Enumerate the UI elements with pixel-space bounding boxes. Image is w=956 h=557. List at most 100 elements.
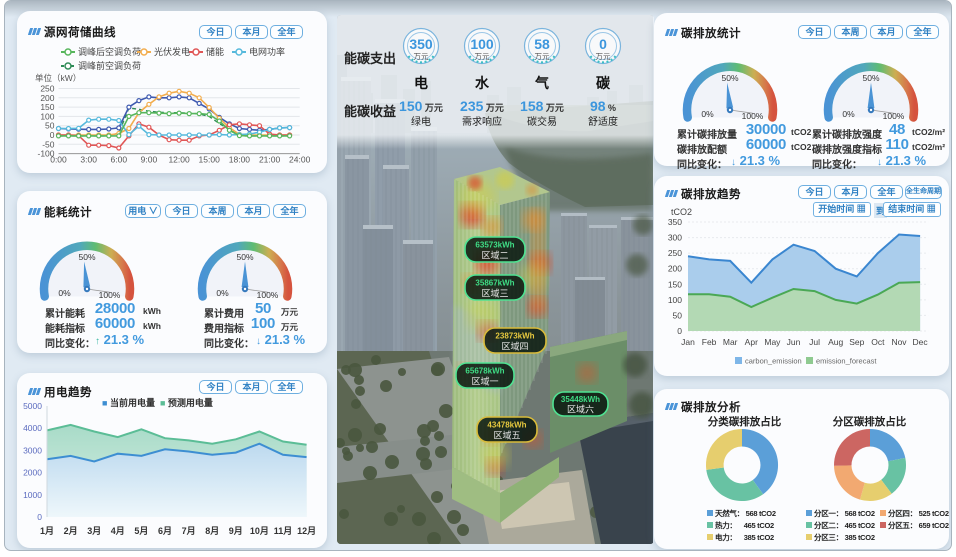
svg-text:100: 100	[470, 36, 494, 52]
svg-text:100%: 100%	[742, 111, 764, 121]
svg-text:43478kWh: 43478kWh	[487, 421, 526, 430]
svg-text:50%: 50%	[236, 252, 253, 262]
svg-text:100: 100	[40, 111, 54, 121]
svg-text:Mar: Mar	[723, 337, 738, 347]
svg-text:光伏发电: 光伏发电	[154, 47, 190, 57]
svg-text:350: 350	[409, 36, 433, 52]
svg-text:调峰后空调负荷: 调峰后空调负荷	[78, 47, 141, 57]
svg-text:100: 100	[668, 295, 682, 305]
svg-text:63573kWh: 63573kWh	[475, 241, 514, 250]
svg-text:区域六: 区域六	[567, 403, 594, 414]
svg-text:5000: 5000	[23, 401, 42, 411]
svg-text:电: 电	[414, 75, 428, 91]
svg-text:Feb: Feb	[702, 337, 717, 347]
svg-text:200: 200	[40, 93, 54, 103]
svg-text:调峰前空调负荷: 调峰前空调负荷	[78, 60, 141, 71]
svg-text:区域四: 区域四	[501, 340, 528, 351]
svg-text:May: May	[764, 337, 781, 347]
svg-text:3:00: 3:00	[80, 155, 97, 165]
svg-text:Oct: Oct	[871, 337, 885, 347]
svg-text:carbon_emission: carbon_emission	[745, 357, 802, 366]
svg-text:Jun: Jun	[787, 337, 801, 347]
svg-text:单位（kW）: 单位（kW）	[35, 73, 81, 83]
svg-text:水: 水	[475, 75, 490, 91]
svg-text:0%: 0%	[701, 109, 714, 119]
svg-text:0: 0	[37, 512, 42, 522]
svg-text:4月: 4月	[111, 526, 125, 536]
svg-text:4000: 4000	[23, 423, 42, 433]
svg-text:250: 250	[40, 84, 54, 94]
svg-text:50%: 50%	[862, 73, 879, 83]
svg-text:万元: 万元	[475, 52, 490, 61]
svg-text:0: 0	[50, 130, 55, 140]
svg-text:2月: 2月	[64, 526, 78, 536]
svg-text:万元: 万元	[414, 52, 429, 61]
svg-text:区域五: 区域五	[493, 429, 520, 440]
svg-text:11月: 11月	[274, 526, 293, 536]
svg-text:12月: 12月	[297, 526, 316, 536]
svg-text:100%: 100%	[99, 290, 121, 300]
svg-text:3月: 3月	[87, 526, 101, 536]
svg-text:35448kWh: 35448kWh	[561, 395, 600, 404]
svg-text:tCO2: tCO2	[671, 207, 692, 217]
svg-text:50%: 50%	[721, 73, 738, 83]
svg-text:3000: 3000	[23, 445, 42, 455]
svg-text:6月: 6月	[158, 526, 172, 536]
svg-text:50%: 50%	[78, 252, 95, 262]
svg-text:区域一: 区域一	[471, 375, 498, 386]
svg-text:0%: 0%	[216, 288, 229, 298]
svg-text:8月: 8月	[205, 526, 219, 536]
svg-text:15:00: 15:00	[199, 155, 221, 165]
svg-text:150: 150	[40, 102, 54, 112]
svg-text:Apr: Apr	[745, 337, 758, 347]
svg-text:250: 250	[668, 248, 682, 258]
svg-text:万元: 万元	[596, 52, 611, 61]
svg-text:50: 50	[673, 310, 683, 320]
svg-text:气: 气	[534, 75, 549, 91]
svg-text:100%: 100%	[883, 111, 905, 121]
svg-text:emission_forecast: emission_forecast	[816, 357, 877, 366]
svg-text:储能: 储能	[206, 47, 224, 57]
svg-text:6:00: 6:00	[111, 155, 128, 165]
svg-text:Aug: Aug	[828, 337, 843, 347]
svg-text:35867kWh: 35867kWh	[475, 279, 514, 288]
svg-text:Jul: Jul	[809, 337, 820, 347]
svg-text:58: 58	[534, 36, 550, 52]
svg-text:23873kWh: 23873kWh	[495, 332, 534, 341]
svg-text:9月: 9月	[229, 526, 243, 536]
svg-text:0:00: 0:00	[50, 155, 67, 165]
svg-text:65678kWh: 65678kWh	[465, 367, 504, 376]
svg-text:Dec: Dec	[913, 337, 929, 347]
svg-text:0%: 0%	[58, 288, 71, 298]
svg-text:21:00: 21:00	[259, 155, 281, 165]
svg-text:2000: 2000	[23, 468, 42, 478]
svg-text:碳: 碳	[596, 75, 611, 91]
svg-text:10月: 10月	[250, 526, 269, 536]
svg-text:100%: 100%	[257, 290, 279, 300]
svg-text:150: 150	[668, 279, 682, 289]
svg-text:电网功率: 电网功率	[249, 47, 285, 57]
svg-text:Nov: Nov	[891, 337, 907, 347]
svg-text:万元: 万元	[535, 52, 550, 61]
svg-text:-50: -50	[42, 139, 55, 149]
svg-text:区域二: 区域二	[481, 249, 508, 260]
svg-text:-100: -100	[37, 149, 54, 159]
svg-text:0: 0	[599, 36, 607, 52]
svg-text:50: 50	[45, 121, 55, 131]
svg-text:200: 200	[668, 264, 682, 274]
svg-text:12:00: 12:00	[168, 155, 190, 165]
svg-text:1000: 1000	[23, 490, 42, 500]
svg-text:Sep: Sep	[849, 337, 864, 347]
svg-text:18:00: 18:00	[229, 155, 251, 165]
svg-text:0: 0	[677, 326, 682, 336]
svg-text:0%: 0%	[842, 109, 855, 119]
svg-text:1月: 1月	[40, 526, 54, 536]
svg-text:350: 350	[668, 217, 682, 227]
svg-text:Jan: Jan	[681, 337, 695, 347]
svg-text:7月: 7月	[182, 526, 196, 536]
svg-text:区域三: 区域三	[481, 287, 508, 298]
svg-text:5月: 5月	[134, 526, 148, 536]
svg-text:24:00: 24:00	[289, 155, 311, 165]
svg-text:9:00: 9:00	[141, 155, 158, 165]
svg-text:300: 300	[668, 233, 682, 243]
